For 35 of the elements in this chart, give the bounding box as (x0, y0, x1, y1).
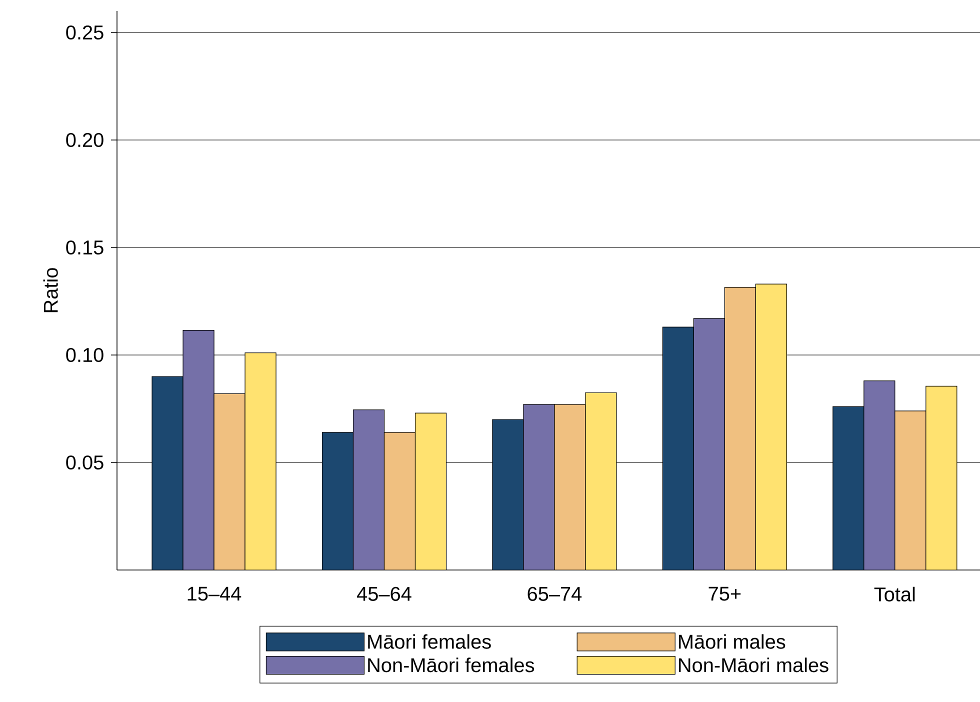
y-tick-label: 0.20 (66, 132, 104, 148)
bar (523, 404, 555, 570)
bar (182, 330, 214, 570)
y-tick-label: 0.05 (66, 455, 104, 470)
bar (894, 410, 926, 570)
legend-label: Māori females (368, 634, 491, 649)
y-tick-label: 0.15 (66, 240, 104, 255)
legend-label: Non-Māori females (368, 658, 534, 672)
legend-label: Non-Māori males (679, 658, 828, 672)
bar (832, 406, 864, 570)
x-tick-label: 45–64 (356, 586, 412, 601)
bar (864, 380, 896, 570)
x-tick-label: Total (874, 586, 915, 602)
bar (662, 326, 694, 570)
bar (554, 404, 586, 570)
x-tick-label: 65–74 (528, 586, 582, 601)
bar (352, 410, 385, 570)
x-tick-label: 75+ (708, 586, 741, 601)
bar (384, 432, 416, 570)
bar (585, 392, 617, 570)
y-tick-label: 0.25 (66, 25, 104, 40)
bar (492, 419, 524, 570)
bar (244, 352, 276, 570)
bar (724, 286, 756, 570)
bar (926, 386, 958, 570)
y-tick-label: 0.10 (66, 348, 104, 362)
bar (414, 412, 447, 570)
bar (152, 376, 184, 570)
x-tick-label: 15–44 (188, 586, 242, 601)
y-axis-title: Ratio (43, 268, 58, 312)
bar (322, 432, 354, 570)
legend-label: Māori males (679, 634, 786, 649)
bar (755, 284, 787, 570)
bar (693, 318, 725, 570)
bar (214, 393, 246, 570)
